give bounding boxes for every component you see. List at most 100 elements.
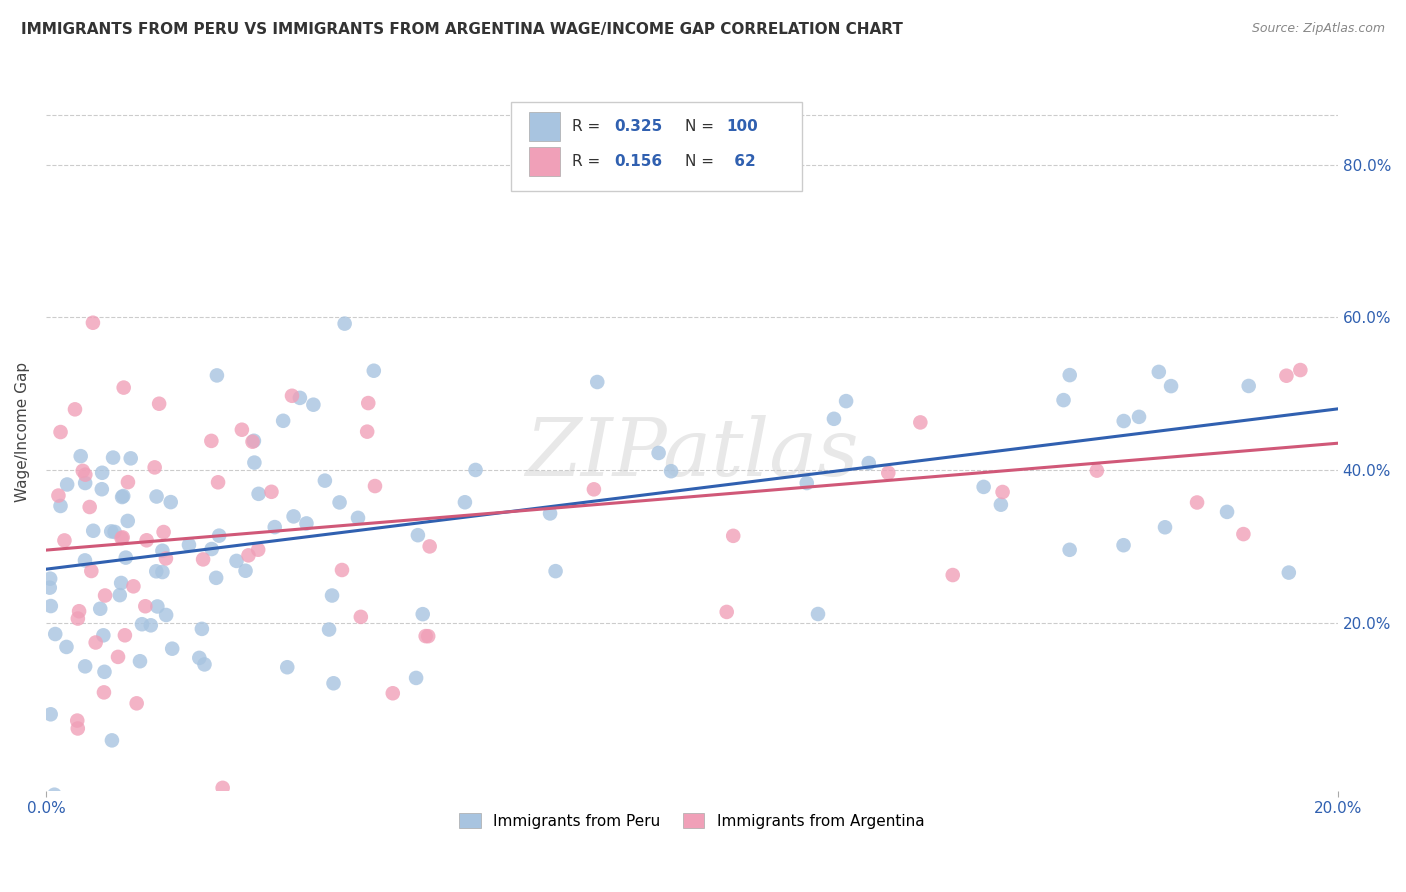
Point (117, 514, 139, 528)
Point (55, 640, 77, 654)
Point (145, 819, 167, 833)
Point (464, 463, 486, 477)
Point (271, 414, 294, 428)
Point (104, 524, 127, 539)
Point (1275, 368, 1298, 383)
Point (1059, 542, 1081, 557)
Point (72, 792, 94, 806)
Point (139, 618, 162, 632)
Point (145, 490, 167, 504)
Point (93, 685, 115, 699)
Point (155, 607, 177, 622)
Point (796, 476, 818, 491)
Point (134, 599, 156, 614)
Point (1112, 414, 1135, 428)
Point (93, 665, 115, 679)
Point (108, 588, 131, 602)
Point (1085, 464, 1108, 478)
Point (1278, 566, 1301, 580)
Point (114, 628, 136, 642)
Point (418, 629, 440, 643)
Point (75, 467, 97, 482)
Text: 0.325: 0.325 (614, 120, 662, 135)
Point (110, 576, 132, 591)
Point (177, 538, 200, 552)
Point (79, 500, 101, 514)
Point (111, 530, 134, 544)
Point (159, 495, 181, 509)
FancyBboxPatch shape (529, 112, 560, 141)
Point (91, 466, 114, 480)
Point (122, 579, 145, 593)
Point (302, 398, 325, 412)
Point (330, 563, 353, 577)
Point (247, 487, 270, 501)
Point (716, 605, 738, 619)
Point (243, 456, 266, 470)
Point (877, 466, 900, 480)
Point (807, 607, 830, 621)
Point (148, 397, 170, 411)
Point (89, 601, 111, 615)
Point (721, 529, 744, 543)
Point (73, 553, 96, 567)
Point (415, 629, 437, 643)
Point (191, 552, 214, 566)
Point (1059, 368, 1081, 383)
Point (39, 599, 62, 613)
Point (990, 498, 1012, 512)
Point (201, 541, 224, 556)
Point (357, 396, 380, 410)
Point (38, 581, 60, 595)
Point (205, 571, 228, 585)
Point (1216, 505, 1239, 519)
Point (858, 456, 880, 470)
Point (44, 627, 66, 641)
Point (1154, 520, 1177, 534)
Point (160, 641, 183, 656)
Point (260, 484, 283, 499)
Point (1160, 379, 1182, 393)
Point (146, 599, 169, 614)
Point (405, 671, 427, 685)
Point (1112, 538, 1135, 552)
Point (211, 780, 233, 795)
Point (322, 676, 344, 690)
Point (207, 475, 229, 490)
Point (582, 483, 605, 497)
Point (991, 485, 1014, 500)
Point (66, 611, 89, 625)
Point (49, 425, 72, 439)
Point (110, 531, 132, 545)
Point (44, 788, 66, 802)
Point (135, 533, 157, 548)
Point (191, 622, 214, 636)
Point (1052, 393, 1074, 408)
Point (49, 499, 72, 513)
Point (152, 565, 174, 579)
Point (356, 425, 378, 439)
Point (288, 391, 311, 405)
Point (90, 482, 112, 496)
Point (63, 402, 86, 417)
Point (107, 649, 129, 664)
Point (329, 495, 352, 509)
Point (53, 533, 76, 548)
Point (276, 660, 298, 674)
Point (835, 394, 858, 409)
Point (125, 696, 148, 710)
Point (69, 449, 91, 463)
Point (942, 568, 965, 582)
Point (281, 389, 304, 403)
Text: N =: N = (685, 153, 714, 169)
Point (454, 495, 477, 509)
Point (823, 412, 845, 426)
FancyBboxPatch shape (529, 147, 560, 176)
Point (247, 542, 270, 557)
Point (1128, 409, 1150, 424)
Point (347, 511, 370, 525)
Point (412, 607, 434, 622)
Text: ZIPatlas: ZIPatlas (524, 415, 859, 492)
Point (35, 856, 58, 871)
Point (188, 651, 211, 665)
